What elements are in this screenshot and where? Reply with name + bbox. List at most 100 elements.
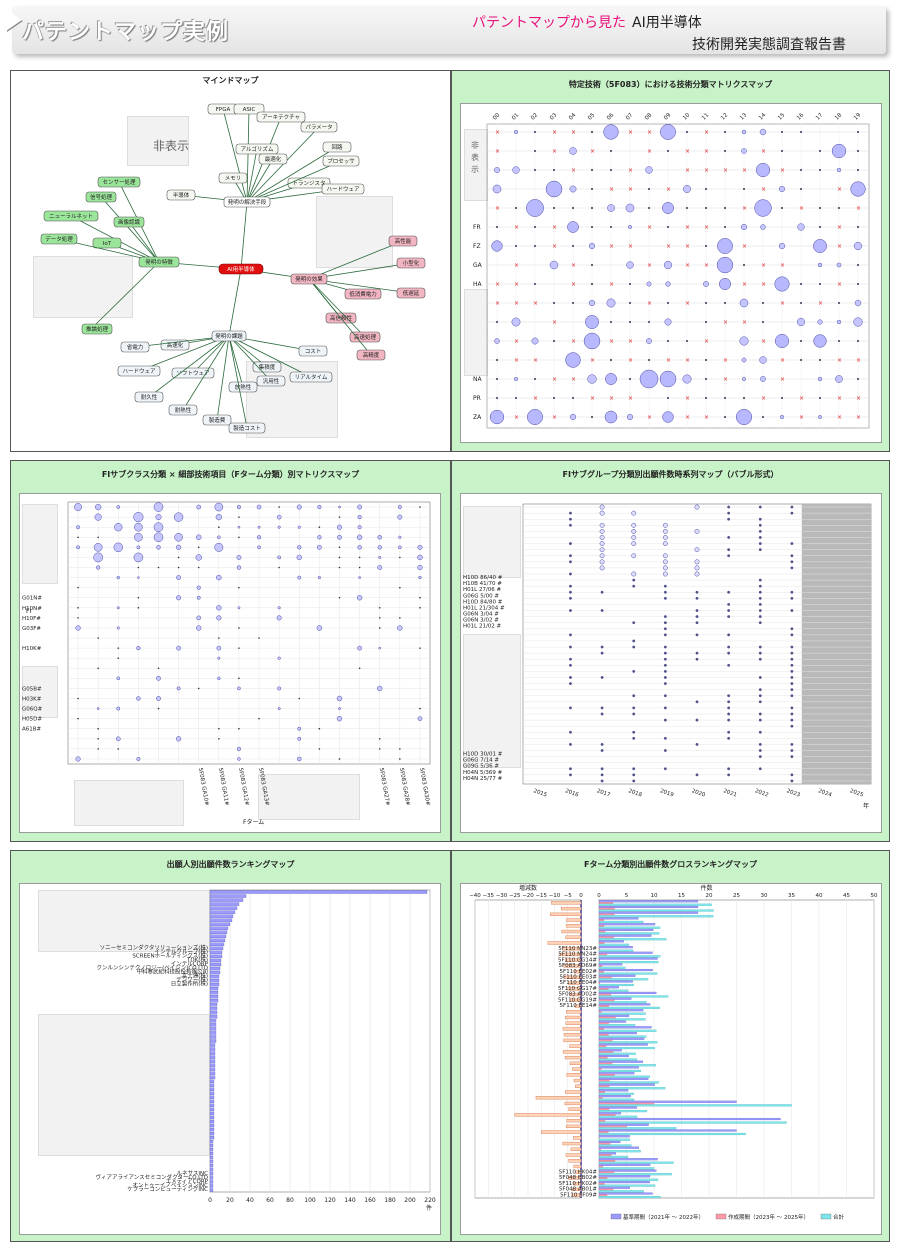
ts-bubble (632, 779, 636, 783)
ts-bubble (599, 553, 605, 559)
app-bar (209, 1071, 216, 1075)
gross-bar-change (563, 1038, 582, 1043)
tech-dot (534, 283, 536, 285)
tech-cross: × (571, 167, 576, 174)
tech-x-label: 14 (758, 112, 768, 122)
mindmap-node-means (300, 121, 338, 133)
fi-x-axis-title: Fターム (243, 818, 264, 826)
fi-x-label: 5F083 GA27# (378, 767, 391, 806)
mindmap-center-label: AI用半導体 (227, 265, 255, 273)
fi-dot (117, 657, 120, 659)
gross-bar-total (598, 926, 661, 929)
app-bar (209, 1075, 216, 1079)
ts-bubble (663, 627, 667, 631)
app-bar (209, 1168, 214, 1172)
tech-cross: × (609, 243, 614, 250)
ts-bubble (727, 633, 731, 637)
mindmap-node-means-label: トランジスタ (292, 179, 325, 187)
ts-bubble (758, 517, 762, 521)
tech-dot (629, 321, 631, 323)
fi-dot (177, 566, 180, 569)
ts-bubble (694, 565, 700, 571)
ts-bubble (790, 645, 794, 649)
gross-bar-change (568, 1107, 582, 1111)
gross-bar-base (598, 1014, 630, 1017)
ts-x-label: 2021 (722, 788, 737, 798)
ts-bubble (758, 536, 762, 539)
fi-dot (238, 727, 240, 730)
ts-bubble (758, 542, 762, 546)
ts-x-label: 2017 (596, 788, 612, 799)
fi-bubble (173, 512, 184, 522)
gross-bar-total (598, 1184, 656, 1187)
fi-bubble (277, 606, 281, 610)
panel-applicant-title: 出願人別出願件数ランキングマップ (166, 860, 295, 869)
app-x-tick: 60 (266, 1197, 274, 1204)
mindmap-hub-issue-label: 発明の課題 (215, 332, 243, 340)
tech-bubble (607, 204, 615, 212)
ts-bubble (599, 504, 605, 510)
tech-cross: × (837, 243, 842, 250)
gross-bar-base (598, 1192, 653, 1195)
gross-y-label: 5F083 AD69# (558, 963, 597, 969)
fi-dot (157, 566, 160, 569)
fi-x-label: 5F083 GA12# (237, 767, 250, 806)
ts-x-unit: 年 (863, 802, 869, 810)
mindmap-hub-means-label: 発明の解決手段 (228, 198, 267, 206)
fi-dot (378, 738, 381, 740)
fi-bubble (133, 552, 144, 563)
tech-dot (857, 340, 859, 342)
app-x-tick: 80 (286, 1197, 294, 1204)
fi-dot (218, 727, 220, 730)
fi-dot (378, 617, 381, 619)
gross-bar-total (598, 1110, 648, 1113)
ts-bubble (758, 548, 762, 552)
gross-bar-change (514, 1113, 582, 1117)
tech-dot (724, 416, 726, 418)
mindmap-hub-effect (290, 273, 328, 285)
gross-legend-label: 合計 (833, 1213, 845, 1221)
app-x-tick: 20 (226, 1197, 234, 1204)
fi-dot (399, 556, 401, 559)
gross-bar-total (598, 1127, 677, 1130)
app-bar (209, 918, 233, 922)
tech-dot (819, 283, 821, 285)
tech-x-label: 10 (682, 112, 692, 122)
ts-bubble (695, 609, 699, 612)
gross-bar-base (598, 905, 699, 909)
app-bar (209, 1148, 214, 1152)
fi-dot (419, 506, 421, 508)
gross-legend-swatch (610, 1213, 622, 1220)
gross-bar-change (573, 970, 582, 974)
tech-x-label: 16 (796, 112, 806, 122)
ts-bubble (600, 712, 604, 716)
mindmap-node-effect-label: 低消費電力 (349, 290, 377, 298)
mindmap-edge (308, 278, 366, 338)
ts-bubble (790, 590, 794, 594)
mindmap-node-feature-label: IoT (103, 241, 112, 247)
timeseries-chart: H10D 86/40 #H10B 41/70 #H01L 27/06 #G06G… (463, 503, 872, 810)
gross-bar-total (598, 1041, 658, 1044)
ts-bubble (569, 657, 572, 661)
fi-x-label: 5F083 GA11# (217, 767, 230, 806)
gross-bar-base (598, 1100, 737, 1103)
tech-dot (724, 207, 726, 209)
ts-bubble (758, 590, 762, 594)
gross-bar-change (572, 1067, 582, 1071)
tech-bubble (742, 377, 746, 381)
gross-bar-total (598, 1035, 647, 1038)
mindmap-center-node (218, 263, 264, 275)
tech-bubble (489, 409, 505, 425)
tech-bubble (682, 374, 692, 384)
tech-cross: × (552, 376, 557, 383)
panel-fi-matrix: FIサブクラス分類 × 細部技術項目（Fターム分類）別マトリクスマップ G01N… (10, 460, 451, 842)
tech-bubble (511, 317, 521, 327)
fi-bubble (356, 595, 363, 601)
ts-bubble (632, 639, 636, 643)
ts-bubble (695, 657, 699, 661)
mindmap-edge (246, 158, 274, 203)
fi-dot (338, 546, 341, 549)
ts-bubble (695, 615, 699, 619)
fi-dot (258, 717, 260, 720)
tech-dot (572, 397, 574, 399)
